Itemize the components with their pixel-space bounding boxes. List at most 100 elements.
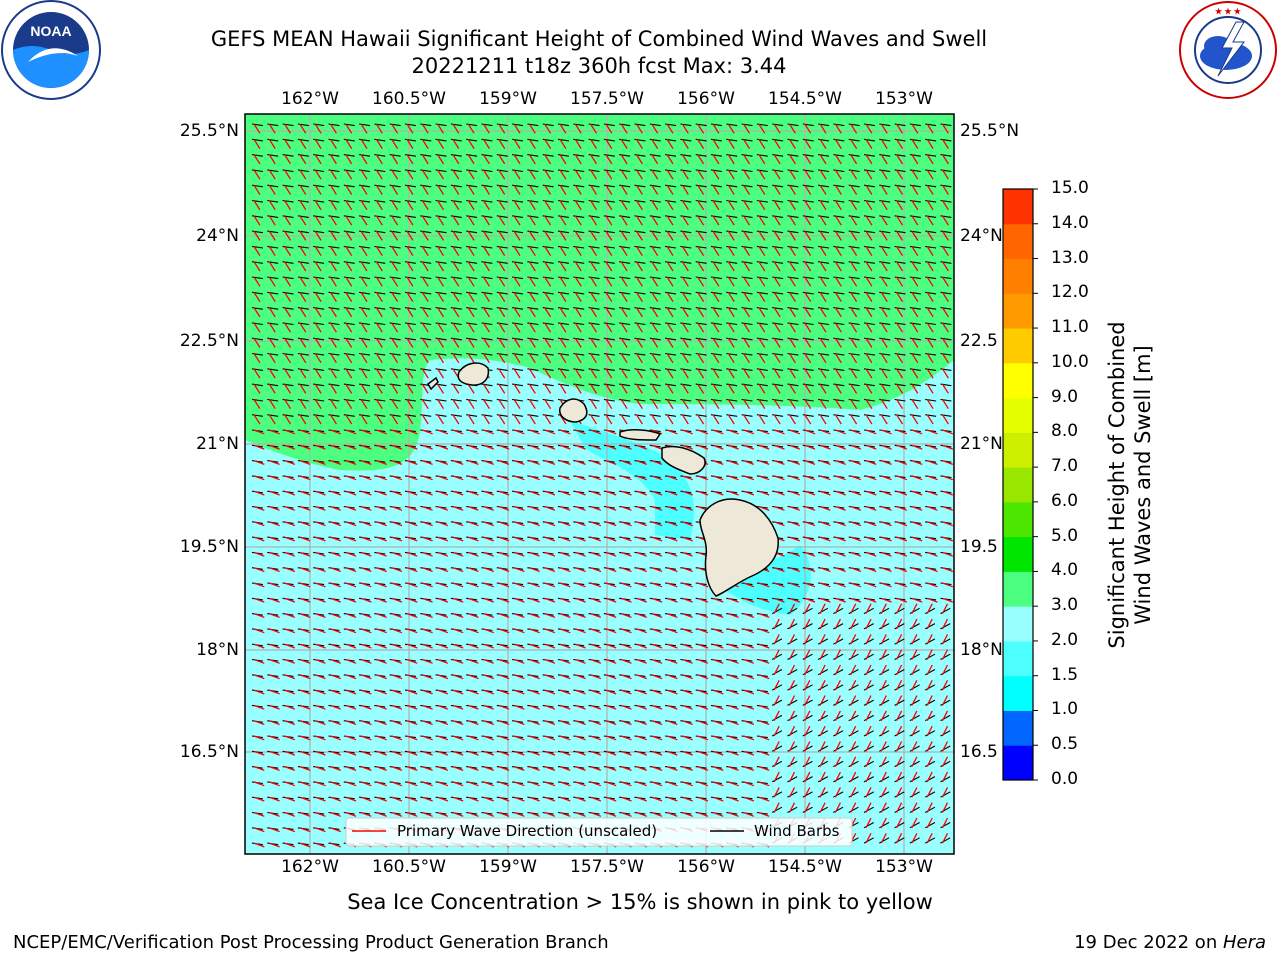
wave-direction-arrow xyxy=(314,582,326,588)
wave-direction-arrow xyxy=(437,750,449,756)
wave-direction-arrow xyxy=(575,490,586,496)
wave-direction-arrow xyxy=(452,246,460,257)
wave-direction-arrow xyxy=(788,710,796,721)
wind-barb xyxy=(879,730,890,737)
wave-direction-arrow xyxy=(804,505,816,511)
wave-direction-arrow xyxy=(635,414,643,425)
wave-direction-arrow xyxy=(467,551,479,557)
wave-direction-arrow xyxy=(788,337,796,348)
wave-direction-arrow xyxy=(406,720,418,726)
wave-direction-arrow xyxy=(544,490,556,496)
wave-direction-arrow xyxy=(528,169,536,180)
wave-direction-arrow xyxy=(329,215,337,226)
wave-direction-arrow xyxy=(269,842,280,848)
wave-direction-arrow xyxy=(528,154,536,165)
wave-direction-arrow xyxy=(345,169,353,180)
wave-direction-arrow xyxy=(743,261,751,272)
wave-direction-arrow xyxy=(360,796,372,802)
wave-direction-arrow xyxy=(559,154,567,165)
wave-direction-arrow xyxy=(559,169,567,180)
wave-direction-arrow xyxy=(728,720,739,726)
lon-tick-bottom: 159°W xyxy=(479,857,537,877)
wave-direction-arrow xyxy=(926,787,933,798)
wave-direction-arrow xyxy=(880,368,888,379)
wave-direction-arrow xyxy=(758,781,770,787)
wave-direction-arrow xyxy=(804,169,812,180)
wave-direction-arrow xyxy=(590,414,598,425)
wave-direction-arrow xyxy=(422,597,433,603)
wave-direction-arrow xyxy=(712,490,724,496)
wave-direction-arrow xyxy=(529,551,540,557)
wave-direction-arrow xyxy=(529,536,540,542)
wave-direction-arrow xyxy=(467,138,475,149)
wave-direction-arrow xyxy=(345,658,357,664)
wave-direction-arrow xyxy=(314,842,326,848)
wave-direction-arrow xyxy=(926,399,934,410)
wave-direction-arrow xyxy=(773,567,785,573)
wave-direction-arrow xyxy=(880,307,888,318)
wave-direction-arrow xyxy=(880,802,887,813)
wave-direction-arrow xyxy=(727,322,735,333)
wave-direction-arrow xyxy=(314,643,326,649)
wave-direction-arrow xyxy=(467,521,479,527)
wave-direction-arrow xyxy=(284,658,296,664)
wave-direction-arrow xyxy=(788,664,796,676)
wave-direction-arrow xyxy=(743,704,755,710)
wave-direction-arrow xyxy=(253,582,265,588)
wave-direction-arrow xyxy=(422,429,433,435)
wave-direction-arrow xyxy=(620,230,628,241)
wave-direction-arrow xyxy=(605,582,617,588)
wave-direction-arrow xyxy=(681,123,689,134)
wave-direction-arrow xyxy=(926,138,934,149)
wave-direction-arrow xyxy=(513,765,525,772)
wave-direction-arrow xyxy=(743,628,755,634)
wave-direction-arrow xyxy=(299,551,311,557)
wave-direction-arrow xyxy=(819,618,826,630)
wave-direction-arrow xyxy=(728,612,739,619)
island-maui xyxy=(661,445,706,475)
wave-direction-arrow xyxy=(437,674,449,680)
wave-direction-arrow xyxy=(452,459,464,466)
wind-barb xyxy=(909,714,920,722)
footer-machine: Hera xyxy=(1222,932,1266,953)
wave-direction-arrow xyxy=(269,582,280,588)
wind-barb xyxy=(848,638,859,645)
colorbar xyxy=(1002,188,1038,781)
colorbar-segment xyxy=(1003,675,1033,711)
wave-direction-arrow xyxy=(421,138,429,149)
wave-direction-arrow xyxy=(880,353,888,364)
wave-direction-arrow xyxy=(422,628,433,634)
wave-direction-arrow xyxy=(406,230,414,241)
wave-direction-arrow xyxy=(850,710,857,721)
wave-direction-arrow xyxy=(467,490,479,496)
wave-direction-arrow xyxy=(605,597,617,603)
wave-direction-arrow xyxy=(269,475,280,481)
wave-direction-arrow xyxy=(834,307,842,318)
wave-direction-arrow xyxy=(482,154,490,165)
wave-direction-arrow xyxy=(635,307,643,318)
wave-direction-arrow xyxy=(651,230,659,241)
wave-direction-arrow xyxy=(758,475,770,481)
wave-direction-arrow xyxy=(620,459,632,466)
wave-direction-arrow xyxy=(528,138,536,149)
wave-direction-arrow xyxy=(376,811,387,817)
wave-direction-arrow xyxy=(880,138,888,149)
wave-direction-arrow xyxy=(575,689,586,695)
wave-direction-arrow xyxy=(329,383,337,394)
wave-direction-arrow xyxy=(605,291,613,302)
wave-direction-arrow xyxy=(330,536,342,542)
wave-direction-arrow xyxy=(834,725,841,737)
wave-direction-arrow xyxy=(727,261,735,272)
wave-direction-arrow xyxy=(681,154,689,165)
wave-direction-arrow xyxy=(498,781,510,787)
wave-direction-arrow xyxy=(896,154,904,165)
wave-direction-arrow xyxy=(590,169,598,180)
wave-direction-arrow xyxy=(605,154,613,165)
wave-direction-arrow xyxy=(498,154,506,165)
wave-direction-arrow xyxy=(575,796,586,802)
wave-direction-arrow xyxy=(467,750,479,756)
wave-direction-arrow xyxy=(605,414,613,425)
wind-barb xyxy=(940,730,951,737)
wave-direction-arrow xyxy=(498,765,510,772)
colorbar-segment xyxy=(1003,467,1033,503)
